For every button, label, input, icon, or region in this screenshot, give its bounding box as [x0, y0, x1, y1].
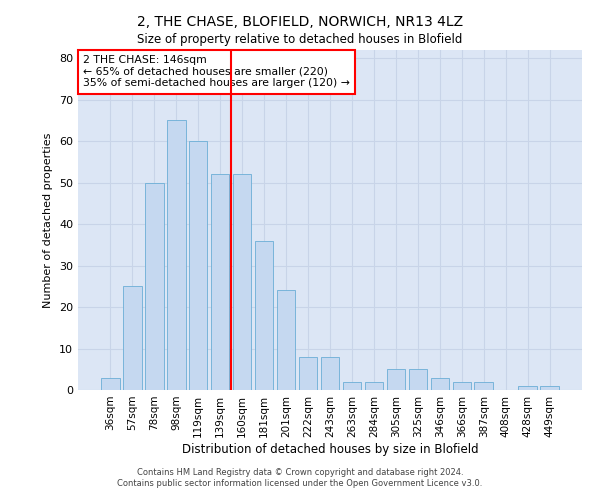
- Bar: [233, 174, 251, 390]
- Y-axis label: Number of detached properties: Number of detached properties: [43, 132, 53, 308]
- Bar: [123, 286, 142, 390]
- Bar: [299, 357, 317, 390]
- Text: 2, THE CHASE, BLOFIELD, NORWICH, NR13 4LZ: 2, THE CHASE, BLOFIELD, NORWICH, NR13 4L…: [137, 15, 463, 29]
- Bar: [409, 370, 427, 390]
- Bar: [145, 182, 164, 390]
- Bar: [189, 141, 208, 390]
- Bar: [255, 240, 274, 390]
- Bar: [167, 120, 185, 390]
- Bar: [518, 386, 537, 390]
- Bar: [277, 290, 295, 390]
- Bar: [452, 382, 471, 390]
- Bar: [541, 386, 559, 390]
- Text: 2 THE CHASE: 146sqm
← 65% of detached houses are smaller (220)
35% of semi-detac: 2 THE CHASE: 146sqm ← 65% of detached ho…: [83, 55, 350, 88]
- Bar: [431, 378, 449, 390]
- Bar: [101, 378, 119, 390]
- Bar: [211, 174, 229, 390]
- Text: Size of property relative to detached houses in Blofield: Size of property relative to detached ho…: [137, 32, 463, 46]
- Text: Contains HM Land Registry data © Crown copyright and database right 2024.
Contai: Contains HM Land Registry data © Crown c…: [118, 468, 482, 487]
- Bar: [386, 370, 405, 390]
- X-axis label: Distribution of detached houses by size in Blofield: Distribution of detached houses by size …: [182, 442, 478, 456]
- Bar: [343, 382, 361, 390]
- Bar: [320, 357, 340, 390]
- Bar: [475, 382, 493, 390]
- Bar: [365, 382, 383, 390]
